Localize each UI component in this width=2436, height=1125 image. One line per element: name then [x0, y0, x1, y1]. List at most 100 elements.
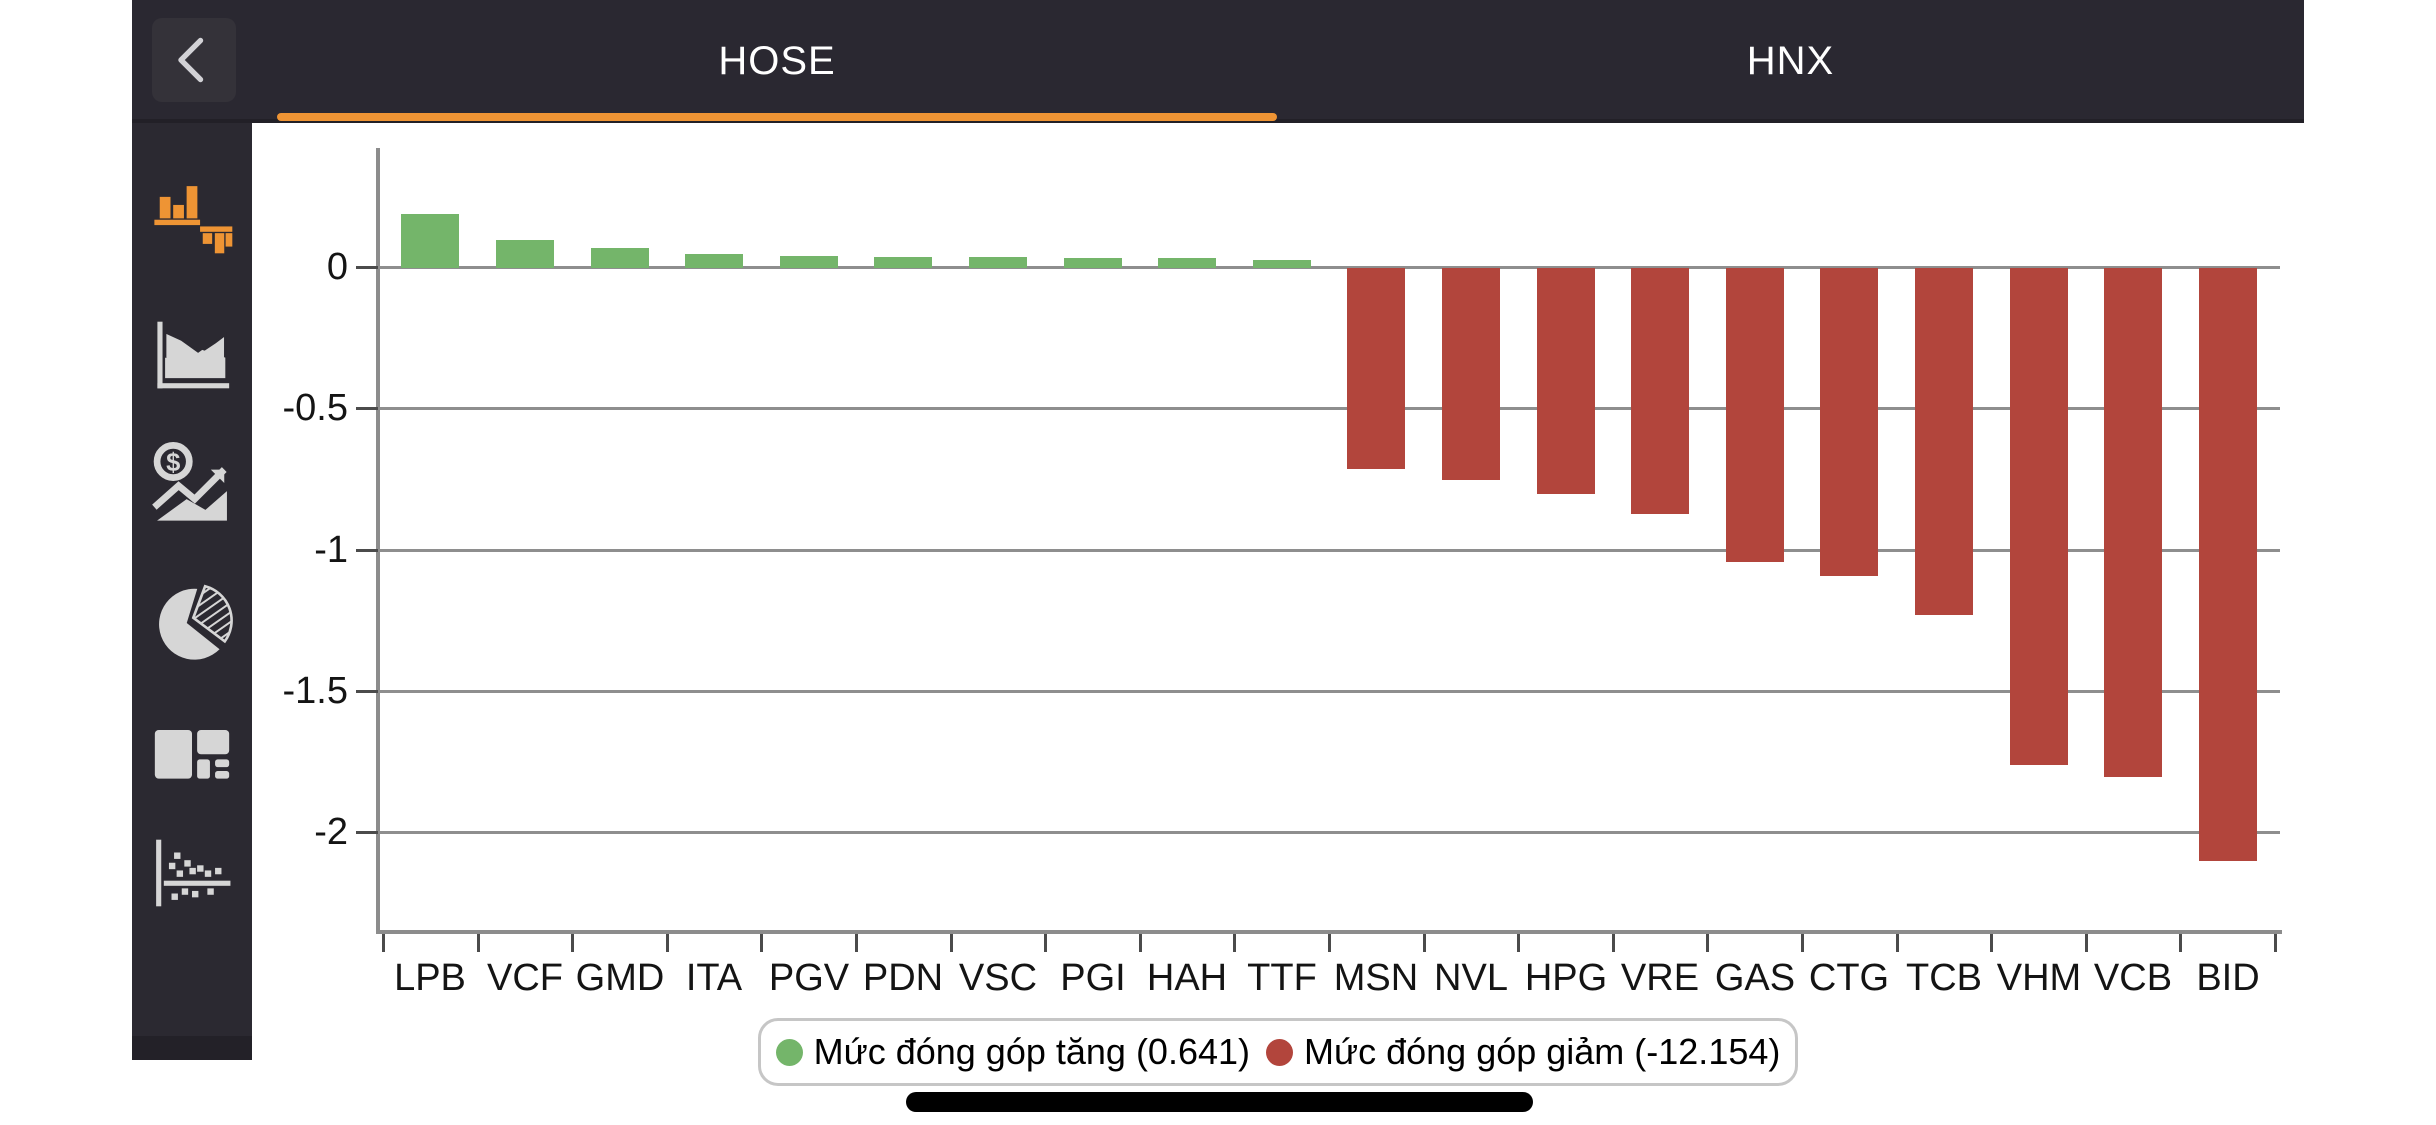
sidebar-item-pie-chart[interactable] — [132, 575, 252, 671]
bar-VCF[interactable] — [496, 240, 554, 268]
x-label-HAH: HAH — [1146, 957, 1228, 999]
gridline--1.5 — [378, 690, 2280, 693]
tab-hnx-label: HNX — [1746, 39, 1835, 83]
x-label-MSN: MSN — [1333, 957, 1419, 999]
back-button[interactable] — [152, 18, 236, 102]
x-label-PDN: PDN — [862, 957, 944, 999]
x-axis-line — [376, 930, 2282, 934]
bar-VHM[interactable] — [2010, 268, 2068, 765]
x-label-GAS: GAS — [1714, 957, 1796, 999]
x-tick-mark — [1896, 934, 1899, 952]
bar-HPG[interactable] — [1537, 268, 1595, 494]
top-bar: HOSE HNX — [132, 0, 2304, 123]
treemap-icon — [154, 729, 230, 779]
bar-PGI[interactable] — [1064, 258, 1122, 268]
x-label-VCF: VCF — [487, 957, 563, 999]
sidebar-item-posneg-bar[interactable] — [132, 165, 252, 261]
legend-item-increase[interactable]: Mức đóng góp tăng (0.641) — [775, 1031, 1251, 1073]
gridline--0.5 — [378, 407, 2280, 410]
bar-NVL[interactable] — [1442, 268, 1500, 480]
bar-BID[interactable] — [2199, 268, 2257, 861]
x-tick-mark — [1517, 934, 1520, 952]
bar-VCB[interactable] — [2104, 268, 2162, 777]
y-tick-mark — [356, 831, 378, 834]
bar-TTF[interactable] — [1253, 260, 1311, 268]
y-tick-label: -1.5 — [282, 670, 348, 712]
x-tick-mark — [477, 934, 480, 952]
x-label-VHM: VHM — [1996, 957, 2082, 999]
x-label-ITA: ITA — [685, 957, 743, 999]
x-tick-mark — [2274, 934, 2277, 952]
sidebar-item-area-chart[interactable] — [132, 307, 252, 403]
legend-label-increase: Mức đóng góp tăng (0.641) — [813, 1031, 1251, 1072]
chart-legend: Mức đóng góp tăng (0.641) Mức đóng góp g… — [758, 1018, 1798, 1086]
legend-dot-red — [1266, 1038, 1294, 1066]
y-tick-mark — [356, 407, 378, 410]
sidebar-footer — [132, 1036, 252, 1060]
sidebar-item-scatter-chart[interactable] — [132, 825, 252, 921]
x-tick-mark — [1423, 934, 1426, 952]
legend-item-decrease[interactable]: Mức đóng góp giảm (-12.154) — [1266, 1031, 1780, 1073]
x-label-VCB: VCB — [2093, 957, 2173, 999]
bar-VRE[interactable] — [1631, 268, 1689, 514]
bar-CTG[interactable] — [1820, 268, 1878, 576]
tab-hose[interactable]: HOSE — [277, 0, 1277, 123]
bar-PDN[interactable] — [874, 257, 932, 268]
x-tick-mark — [1612, 934, 1615, 952]
x-tick-mark — [1139, 934, 1142, 952]
y-tick-mark — [356, 549, 378, 552]
y-tick-mark — [356, 266, 378, 269]
sidebar-item-treemap[interactable] — [132, 705, 252, 801]
tab-hose-label: HOSE — [718, 39, 836, 83]
bar-VSC[interactable] — [969, 257, 1027, 268]
scatter-chart-icon — [156, 839, 231, 907]
bar-HAH[interactable] — [1158, 258, 1216, 268]
gridline-0 — [378, 266, 2280, 269]
x-tick-mark — [1044, 934, 1047, 952]
home-indicator-bar[interactable] — [906, 1092, 1533, 1112]
bar-GMD[interactable] — [591, 248, 649, 268]
y-tick-label: 0 — [326, 246, 348, 288]
y-tick-label: -1 — [314, 529, 348, 571]
svg-text:$: $ — [166, 449, 180, 477]
bar-TCB[interactable] — [1915, 268, 1973, 615]
money-trend-chart-icon: $ — [152, 442, 227, 521]
x-label-VSC: VSC — [958, 957, 1038, 999]
x-tick-mark — [382, 934, 385, 952]
bar-PGV[interactable] — [780, 256, 838, 268]
x-tick-mark — [2179, 934, 2182, 952]
chevron-left-icon — [178, 37, 204, 83]
y-tick-label: -2 — [314, 811, 348, 853]
x-label-PGV: PGV — [768, 957, 850, 999]
x-tick-mark — [1328, 934, 1331, 952]
x-tick-mark — [1801, 934, 1804, 952]
bar-ITA[interactable] — [685, 254, 743, 268]
x-tick-mark — [1990, 934, 1993, 952]
x-tick-mark — [855, 934, 858, 952]
x-label-NVL: NVL — [1434, 957, 1508, 999]
x-label-CTG: CTG — [1808, 957, 1890, 999]
bar-GAS[interactable] — [1726, 268, 1784, 562]
area-chart-icon — [157, 321, 230, 389]
x-label-TCB: TCB — [1906, 957, 1982, 999]
x-label-HPG: HPG — [1524, 957, 1608, 999]
y-tick-label: -0.5 — [282, 387, 348, 429]
tab-hnx[interactable]: HNX — [1277, 0, 2304, 123]
legend-dot-green — [775, 1038, 803, 1066]
x-tick-mark — [950, 934, 953, 952]
bar-MSN[interactable] — [1347, 268, 1405, 469]
x-label-LPB: LPB — [394, 957, 466, 999]
pie-chart-icon — [159, 584, 233, 660]
bar-LPB[interactable] — [401, 214, 459, 268]
x-label-TTF: TTF — [1247, 957, 1317, 999]
x-tick-mark — [1233, 934, 1236, 952]
legend-label-decrease: Mức đóng góp giảm (-12.154) — [1304, 1031, 1781, 1072]
gridline--2 — [378, 831, 2280, 834]
posneg-bar-chart-icon — [154, 186, 233, 254]
sidebar-item-money-chart[interactable]: $ — [132, 435, 252, 531]
x-tick-mark — [2085, 934, 2088, 952]
active-tab-underline — [277, 113, 1277, 121]
y-axis-line — [376, 148, 380, 934]
